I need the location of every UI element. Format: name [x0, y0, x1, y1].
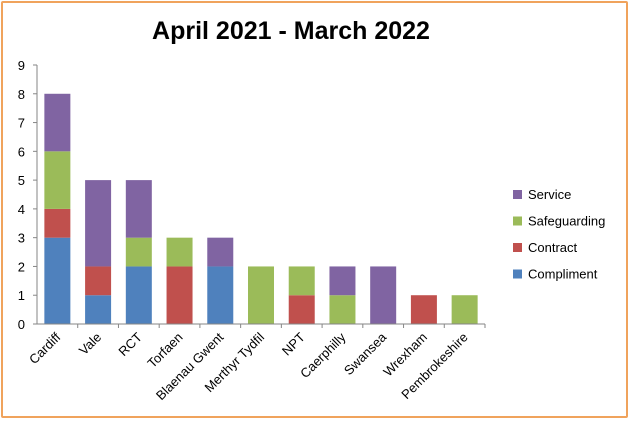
x-tick-label: Caerphilly: [297, 329, 349, 381]
bar-segment-safeguarding-npt: [288, 266, 315, 296]
bar-segment-safeguarding-merthyr-tydfil: [248, 266, 274, 324]
y-tick-label: 3: [18, 231, 25, 246]
bar-segment-contract-npt: [288, 295, 315, 324]
bar-segment-service-blaenau-gwent: [207, 237, 234, 267]
legend-label-compliment: Compliment: [528, 267, 598, 282]
bar-segment-contract-torfaen: [166, 266, 193, 324]
y-tick-label: 2: [18, 259, 25, 274]
legend-label-contract: Contract: [528, 240, 578, 255]
bar-segment-service-swansea: [370, 266, 397, 324]
bar-segment-safeguarding-caerphilly: [329, 295, 356, 324]
y-tick-label: 7: [18, 116, 25, 131]
x-tick-label: Vale: [76, 330, 104, 358]
bar-segment-service-rct: [125, 180, 152, 238]
legend-swatch-contract: [513, 243, 522, 252]
legend: Service Safeguarding Contract Compliment: [513, 187, 605, 282]
bar-segment-compliment-rct: [125, 266, 152, 324]
bar-segment-safeguarding-rct: [125, 237, 152, 267]
bar-segment-compliment-blaenau-gwent: [207, 266, 234, 324]
y-tick-label: 5: [18, 173, 25, 188]
bar-segment-compliment-vale: [85, 295, 112, 324]
y-tick-label: 1: [18, 288, 25, 303]
y-tick-label: 9: [18, 58, 25, 73]
bar-segment-service-cardiff: [44, 93, 71, 152]
bar-segment-service-vale: [85, 180, 112, 267]
bars-group: [44, 93, 478, 324]
legend-swatch-safeguarding: [513, 216, 522, 226]
y-tick-label: 6: [18, 144, 25, 159]
bar-segment-safeguarding-cardiff: [44, 151, 71, 209]
bar-segment-contract-cardiff: [44, 208, 71, 238]
x-tick-label: RCT: [115, 329, 145, 359]
chart-title: April 2021 - March 2022: [152, 17, 430, 45]
y-tick-label: 4: [18, 202, 25, 217]
x-tick-label: Cardiff: [26, 329, 64, 367]
bar-segment-safeguarding-pembrokeshire: [451, 295, 478, 324]
y-tick-label: 8: [18, 87, 25, 102]
bar-segment-service-caerphilly: [329, 266, 356, 296]
bar-segment-contract-wrexham: [410, 295, 437, 324]
legend-swatch-compliment: [513, 269, 522, 279]
legend-label-safeguarding: Safeguarding: [528, 214, 605, 229]
bar-segment-safeguarding-torfaen: [166, 237, 193, 267]
y-tick-label: 0: [18, 317, 25, 332]
bar-segment-contract-vale: [85, 266, 112, 296]
legend-label-service: Service: [528, 187, 571, 202]
bar-segment-compliment-cardiff: [44, 237, 71, 324]
x-tick-label: NPT: [279, 329, 308, 358]
legend-swatch-service: [513, 190, 522, 199]
